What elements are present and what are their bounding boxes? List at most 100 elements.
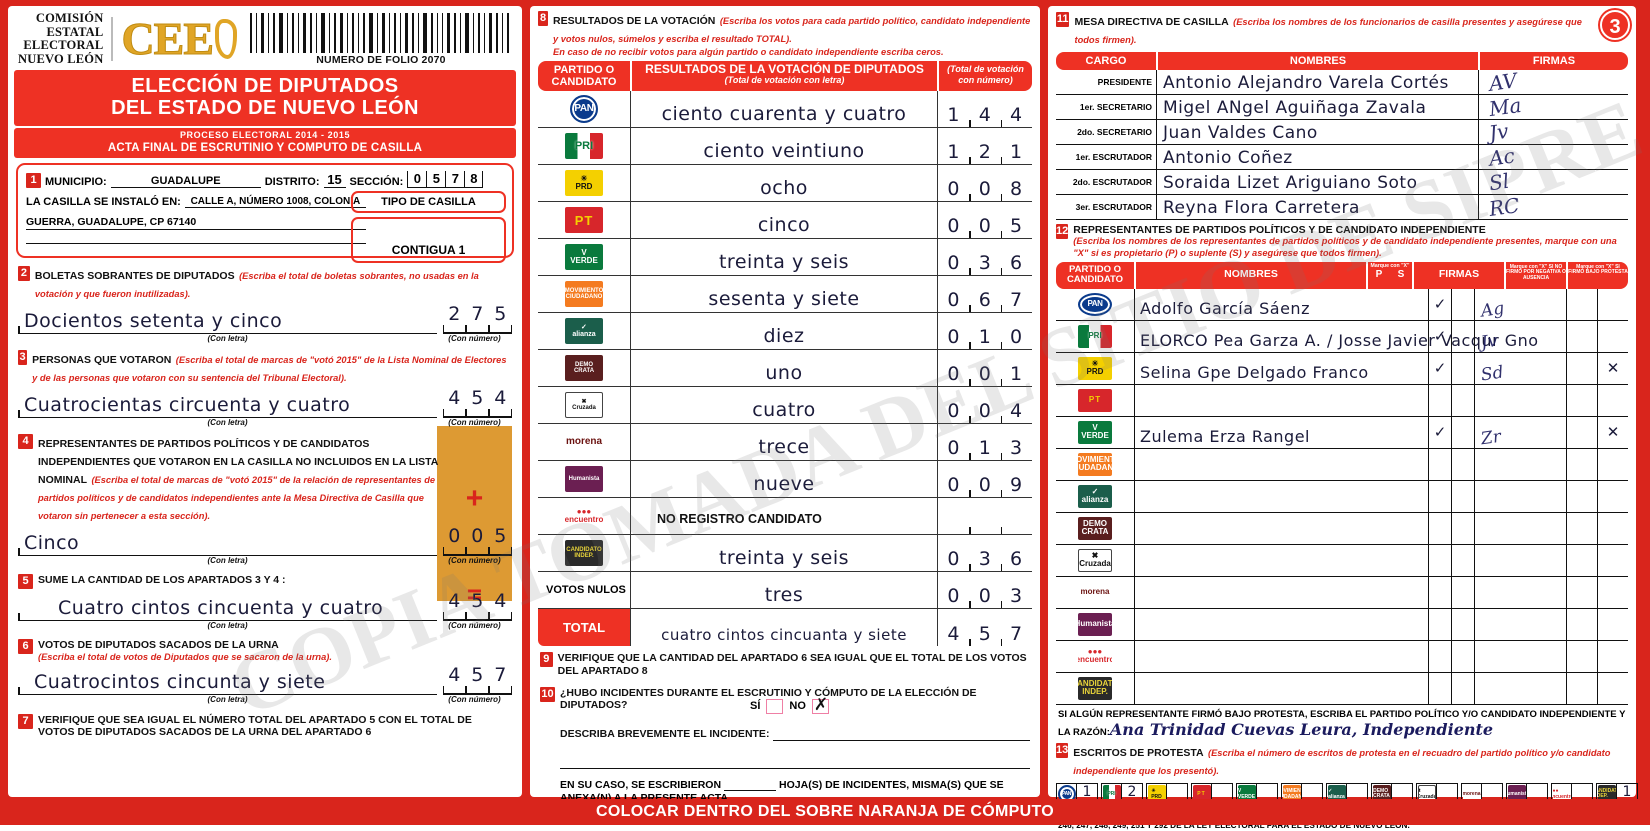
rep-s-cell[interactable] bbox=[1451, 288, 1474, 320]
mesa-nombre-cell[interactable]: Antonio Coñez bbox=[1156, 145, 1478, 169]
section-6-letra-field[interactable]: Cuatrocintos cincunta y siete bbox=[18, 665, 437, 695]
rep-nombre-cell[interactable]: Selina Gpe Delgado Franco bbox=[1134, 352, 1428, 384]
sheets-count-field[interactable] bbox=[724, 780, 777, 791]
rep-nombre-cell[interactable] bbox=[1134, 384, 1428, 416]
mesa-firma-cell[interactable]: Ma bbox=[1478, 93, 1628, 121]
vote-letra-cell[interactable]: diez bbox=[630, 313, 937, 350]
section-4-answer[interactable]: Cinco 0 0 5 bbox=[18, 525, 513, 557]
rep-nombre-cell[interactable] bbox=[1134, 576, 1428, 608]
rep-p-cell[interactable]: ✓ bbox=[1428, 352, 1451, 384]
rep-nombre-cell[interactable] bbox=[1134, 448, 1428, 480]
rep-protesta-cell[interactable] bbox=[1597, 640, 1628, 672]
protest-value[interactable]: Ana Trinidad Cuevas Leura, Independiente bbox=[1109, 720, 1494, 740]
rep-s-cell[interactable] bbox=[1451, 512, 1474, 544]
mesa-firma-cell[interactable]: RC bbox=[1478, 193, 1628, 221]
rep-firma-cell[interactable] bbox=[1474, 608, 1566, 640]
municipio-value[interactable]: GUADALUPE bbox=[110, 175, 261, 189]
rep-negativa-cell[interactable] bbox=[1566, 544, 1597, 576]
rep-p-cell[interactable] bbox=[1428, 608, 1451, 640]
rep-nombre-cell[interactable] bbox=[1134, 608, 1428, 640]
section-3-answer[interactable]: Cuatrocientas circuenta y cuatro 4 5 4 bbox=[18, 387, 513, 419]
section-2-letra-field[interactable]: Docientos setenta y cinco bbox=[18, 304, 437, 335]
rep-firma-cell[interactable]: Jv bbox=[1474, 320, 1566, 353]
vote-letra-cell[interactable]: ciento cuarenta y cuatro bbox=[630, 91, 937, 128]
vote-letra-cell[interactable]: treinta y seis bbox=[630, 535, 937, 572]
votos-nulos-letra[interactable]: tres bbox=[630, 572, 937, 609]
rep-negativa-cell[interactable] bbox=[1566, 672, 1597, 704]
rep-negativa-cell[interactable] bbox=[1566, 416, 1597, 448]
vote-letra-cell[interactable]: cinco bbox=[630, 202, 937, 239]
rep-p-cell[interactable] bbox=[1428, 576, 1451, 608]
rep-s-cell[interactable] bbox=[1451, 416, 1474, 448]
mesa-firma-cell[interactable]: Jv bbox=[1478, 119, 1628, 145]
rep-nombre-cell[interactable]: Adolfo García Sáenz bbox=[1134, 288, 1428, 320]
tipo-casilla-value[interactable]: CONTIGUA 1 bbox=[351, 217, 506, 264]
incident-line-2[interactable] bbox=[560, 757, 1030, 769]
rep-protesta-cell[interactable]: ✕ bbox=[1597, 416, 1628, 448]
section-5-answer[interactable]: Cuatro cintos cincuenta y cuatro 4 5 4 bbox=[18, 590, 513, 622]
rep-negativa-cell[interactable] bbox=[1566, 512, 1597, 544]
vote-letra-cell[interactable]: uno bbox=[630, 350, 937, 387]
rep-nombre-cell[interactable] bbox=[1134, 512, 1428, 544]
section-3-numbox[interactable]: 4 5 4 bbox=[443, 387, 513, 419]
mesa-nombre-cell[interactable]: Reyna Flora Carretera bbox=[1156, 195, 1478, 219]
vote-letra-cell[interactable]: trece bbox=[630, 424, 937, 461]
rep-protesta-cell[interactable] bbox=[1597, 672, 1628, 704]
address-line2[interactable]: GUERRA, GUADALUPE, CP 67140 bbox=[26, 216, 366, 231]
rep-p-cell[interactable] bbox=[1428, 448, 1451, 480]
rep-firma-cell[interactable] bbox=[1474, 448, 1566, 480]
rep-s-cell[interactable] bbox=[1451, 448, 1474, 480]
rep-p-cell[interactable] bbox=[1428, 640, 1451, 672]
rep-protesta-cell[interactable] bbox=[1597, 512, 1628, 544]
total-digits[interactable]: 4 5 7 bbox=[937, 609, 1032, 647]
mesa-nombre-cell[interactable]: Soraida Lizet Ariguiano Soto bbox=[1156, 170, 1478, 194]
rep-firma-cell[interactable] bbox=[1474, 672, 1566, 704]
rep-nombre-cell[interactable] bbox=[1134, 672, 1428, 704]
rep-negativa-cell[interactable] bbox=[1566, 288, 1597, 320]
section-4-numbox[interactable]: 0 0 5 bbox=[443, 525, 513, 557]
rep-protesta-cell[interactable] bbox=[1597, 608, 1628, 640]
section-6-numbox[interactable]: 4 5 7 bbox=[443, 664, 513, 695]
rep-p-cell[interactable]: ✓ bbox=[1428, 416, 1451, 448]
section-5-letra-field[interactable]: Cuatro cintos cincuenta y cuatro bbox=[18, 591, 437, 622]
protest-box[interactable]: ☀ PRD bbox=[1146, 783, 1188, 806]
vote-digits-cell[interactable] bbox=[937, 498, 1032, 535]
rep-negativa-cell[interactable] bbox=[1566, 608, 1597, 640]
rep-protesta-cell[interactable] bbox=[1597, 544, 1628, 576]
rep-firma-cell[interactable]: Sd bbox=[1474, 352, 1566, 385]
protest-box[interactable]: ●●●encuentro bbox=[1551, 783, 1593, 806]
section-4-letra-field[interactable]: Cinco bbox=[18, 526, 437, 557]
mesa-nombre-cell[interactable]: Migel ANgel Aguiñaga Zavala bbox=[1156, 95, 1478, 119]
describe-incident-field[interactable] bbox=[773, 728, 1030, 741]
rep-s-cell[interactable] bbox=[1451, 640, 1474, 672]
rep-s-cell[interactable] bbox=[1451, 544, 1474, 576]
incident-no-checkbox[interactable]: ✗ bbox=[811, 694, 829, 715]
vote-letra-cell[interactable]: nueve bbox=[630, 461, 937, 498]
mesa-nombre-cell[interactable]: Antonio Alejandro Varela Cortés bbox=[1156, 70, 1478, 94]
vote-letra-cell[interactable]: NO REGISTRO CANDIDATO bbox=[630, 498, 937, 535]
rep-s-cell[interactable] bbox=[1451, 384, 1474, 416]
seccion-digits[interactable]: 0 5 7 8 bbox=[407, 171, 484, 189]
vote-letra-cell[interactable]: ocho bbox=[630, 165, 937, 202]
mesa-nombre-cell[interactable]: Juan Valdes Cano bbox=[1156, 120, 1478, 144]
vote-letra-cell[interactable]: treinta y seis bbox=[630, 239, 937, 276]
rep-s-cell[interactable] bbox=[1451, 480, 1474, 512]
rep-s-cell[interactable] bbox=[1451, 320, 1474, 352]
rep-protesta-cell[interactable] bbox=[1597, 448, 1628, 480]
rep-nombre-cell[interactable] bbox=[1134, 480, 1428, 512]
rep-negativa-cell[interactable] bbox=[1566, 640, 1597, 672]
rep-s-cell[interactable] bbox=[1451, 576, 1474, 608]
section-6-answer[interactable]: Cuatrocintos cincunta y siete 4 5 7 bbox=[18, 664, 513, 695]
votos-nulos-digits[interactable]: 0 0 3 bbox=[937, 572, 1032, 609]
